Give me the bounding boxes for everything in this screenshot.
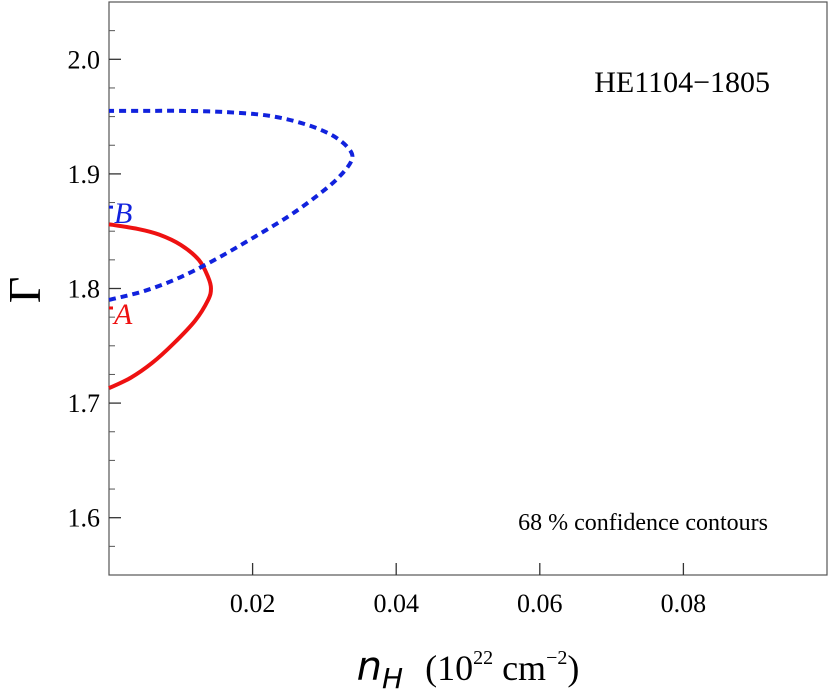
y-tick-label-0: 1.6 (68, 504, 101, 533)
y-axis-title: Γ (0, 277, 50, 304)
x-axis-units-exp: 22 (473, 647, 493, 669)
x-axis-symbol: n (357, 644, 382, 690)
x-axis-units-prefix: (10 (425, 648, 473, 688)
x-axis-subscript: H (382, 662, 403, 694)
y-tick-label-2: 1.8 (68, 275, 101, 304)
x-axis-title: nH (1022 cm−2) (357, 644, 580, 694)
x-tick-label-0: 0.02 (230, 589, 276, 618)
x-axis-units-exp2: −2 (546, 647, 567, 669)
contour-B (108, 108, 355, 302)
x-tick-label-1: 0.04 (373, 589, 419, 618)
contour-A (108, 222, 213, 391)
x-axis-units-suffix: ) (567, 648, 579, 688)
object-name-annotation: HE1104−1805 (594, 66, 770, 99)
axis-ticks: 0.02 0.04 0.06 0.08 1.6 1.7 1.8 1.9 2.0 (68, 1, 707, 618)
series-layer: AB (108, 108, 355, 391)
x-tick-label-3: 0.08 (661, 589, 707, 618)
confidence-annotation: 68 % confidence contours (518, 510, 768, 536)
series-label-A: A (112, 298, 133, 331)
x-axis-units-mid: cm (493, 648, 546, 688)
x-tick-label-2: 0.06 (517, 589, 563, 618)
series-label-B: B (114, 197, 132, 230)
y-tick-label-4: 2.0 (68, 45, 101, 74)
y-tick-label-1: 1.7 (68, 389, 101, 418)
y-tick-label-3: 1.9 (68, 160, 101, 189)
